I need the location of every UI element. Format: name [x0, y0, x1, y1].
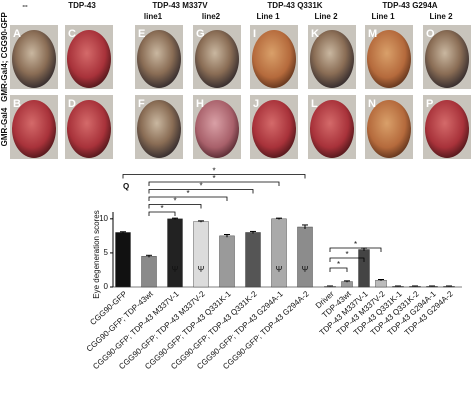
eye: [367, 30, 411, 88]
eye: [12, 30, 56, 88]
column-header: --: [22, 1, 28, 10]
eye: [137, 100, 181, 158]
panel-label: F: [138, 98, 145, 110]
eye: [367, 100, 411, 158]
panel-label: C: [68, 28, 76, 40]
bar: [245, 232, 261, 288]
column-header: TDP-43 Q331K: [267, 1, 322, 10]
significance-label: *: [354, 240, 357, 249]
bar: [141, 256, 157, 288]
significance-bracket: [148, 211, 176, 216]
eye: [195, 30, 239, 88]
eye: [252, 30, 296, 88]
panel-label: I: [253, 28, 256, 40]
eye: [195, 100, 239, 158]
eye: [252, 100, 296, 158]
bar: [115, 232, 131, 288]
significance-bracket: [148, 204, 202, 209]
panel-label: K: [311, 28, 319, 40]
bar: [271, 218, 287, 288]
sub-label: Line 1: [256, 12, 280, 21]
panel-label: G: [196, 28, 205, 40]
sub-label: Line 1: [371, 12, 395, 21]
panel-label: N: [368, 98, 376, 110]
eye: [67, 30, 111, 88]
significance-label: *: [212, 174, 215, 183]
marker-label: Ψ: [172, 265, 179, 274]
eye: [425, 30, 469, 88]
eye: [425, 100, 469, 158]
significance-label: *: [199, 182, 202, 191]
panel-label: J: [253, 98, 259, 110]
significance-label: *: [212, 167, 215, 176]
bar: [341, 281, 353, 288]
y-tick-label: 0: [104, 282, 109, 291]
bar: [375, 279, 387, 288]
significance-label: *: [337, 260, 340, 269]
eye: [310, 30, 354, 88]
y-tick-label: 10: [99, 214, 108, 223]
panel-label: E: [138, 28, 145, 40]
bar: [358, 249, 370, 288]
panel-label: D: [68, 98, 76, 110]
sub-label: line1: [144, 12, 163, 21]
marker-label: Ψ: [198, 265, 205, 274]
bar: [219, 235, 235, 288]
bar: [167, 218, 183, 288]
marker-label: Ψ: [302, 265, 309, 274]
eye: [12, 100, 56, 158]
sub-label: line2: [202, 12, 221, 21]
panel-label: M: [368, 28, 377, 40]
significance-label: *: [186, 189, 189, 198]
eye: [310, 100, 354, 158]
eye: [67, 100, 111, 158]
panel-label: P: [426, 98, 433, 110]
significance-label: *: [345, 250, 348, 259]
significance-bracket: [329, 267, 348, 272]
panel-label: A: [13, 28, 21, 40]
panel-label: B: [13, 98, 21, 110]
bar: [193, 221, 209, 288]
eye: [137, 30, 181, 88]
row-label: GMR-Gal4; CGG90-GFP: [0, 11, 9, 101]
bar: [297, 226, 313, 288]
panel-label: Q: [123, 182, 129, 191]
y-axis-label: Eye degeneration scores: [92, 210, 101, 299]
significance-bracket: [329, 247, 382, 252]
significance-bracket: [122, 174, 306, 179]
significance-label: *: [173, 197, 176, 206]
significance-bracket: [148, 181, 280, 186]
column-header: TDP-43: [68, 1, 96, 10]
significance-bracket: [148, 196, 228, 201]
significance-bracket: [329, 257, 365, 262]
row-label: GMR-Gal4: [0, 107, 9, 146]
significance-bracket: [148, 189, 254, 194]
panel-label: O: [426, 28, 435, 40]
photo-grid: -- TDP-43 TDP-43 M337V TDP-43 Q331K TDP-43 G…: [0, 1, 471, 159]
column-header: TDP-43 M337V: [152, 1, 208, 10]
panel-label: L: [311, 98, 318, 110]
sub-label: Line 2: [314, 12, 338, 21]
column-header: TDP-43 G294A: [382, 1, 437, 10]
y-tick-label: 5: [104, 248, 109, 257]
panel-label: H: [196, 98, 204, 110]
significance-label: *: [160, 204, 163, 213]
sub-label: Line 2: [429, 12, 453, 21]
marker-label: Ψ: [276, 265, 283, 274]
